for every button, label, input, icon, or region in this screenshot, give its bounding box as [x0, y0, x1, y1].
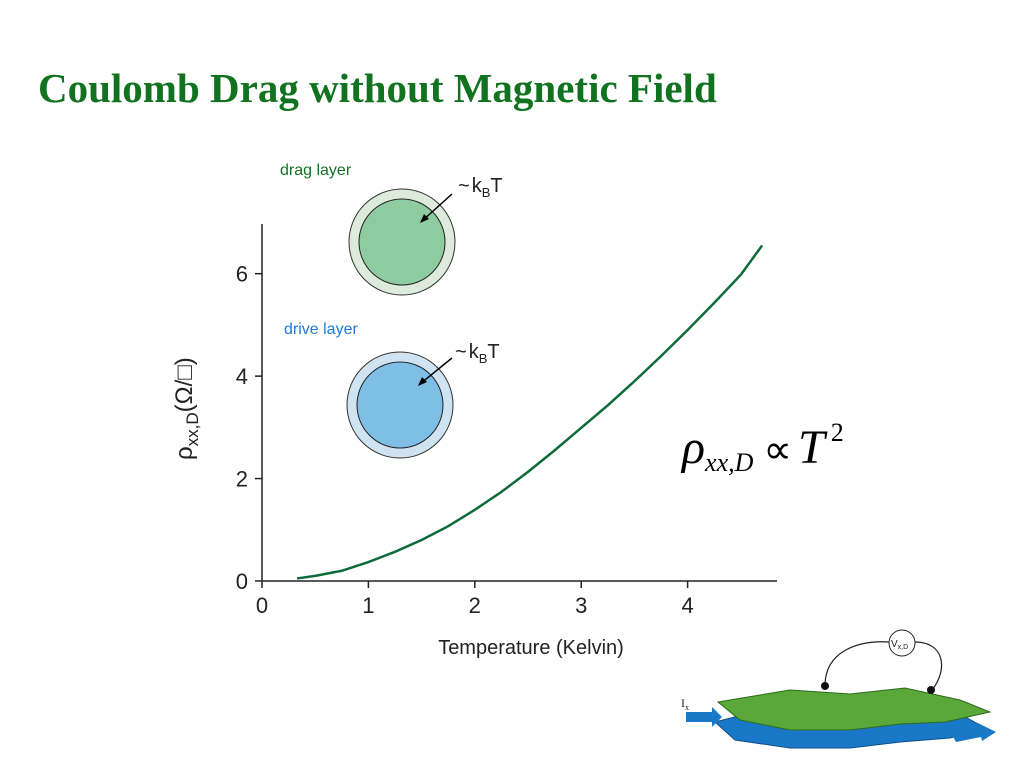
- arrow-head: [420, 214, 429, 223]
- inset-label: drag layer: [280, 162, 352, 179]
- current-arrow: [686, 707, 722, 727]
- current-arrow: [952, 723, 996, 742]
- x-tick-label: 4: [681, 593, 693, 618]
- x-tick-label: 3: [575, 593, 587, 618]
- slide-title: Coulomb Drag without Magnetic Field: [38, 65, 717, 111]
- voltmeter: [888, 629, 916, 657]
- y-axis-label: ρxx,D(Ω/□): [171, 357, 202, 460]
- inset-label: drive layer: [284, 321, 358, 338]
- wire: [824, 641, 943, 691]
- arrow: [419, 357, 453, 385]
- data-line: [296, 244, 764, 580]
- arrow-head: [418, 377, 427, 386]
- kbt-label: ~ kBT: [455, 341, 500, 366]
- contact: [821, 682, 829, 690]
- y-tick-label: 4: [236, 364, 248, 389]
- x-tick-label: 2: [469, 593, 481, 618]
- x-tick-label: 1: [362, 593, 374, 618]
- kbt-label: ~ kBT: [458, 175, 503, 200]
- arrow: [421, 193, 453, 222]
- contact: [927, 686, 935, 694]
- y-tick-label: 2: [236, 467, 248, 492]
- drag-plate: [716, 687, 992, 731]
- x-tick-label: 0: [256, 593, 268, 618]
- y-tick-label: 6: [236, 262, 248, 287]
- formula: ρxx,D ∝ T 2: [680, 418, 844, 477]
- y-tick-label: 0: [236, 569, 248, 594]
- device-illustration: Vx,D Ix: [681, 629, 996, 749]
- current-label: Ix: [681, 696, 689, 712]
- x-axis-label: Temperature (Kelvin): [438, 637, 624, 659]
- voltmeter-label: Vx,D: [891, 639, 908, 651]
